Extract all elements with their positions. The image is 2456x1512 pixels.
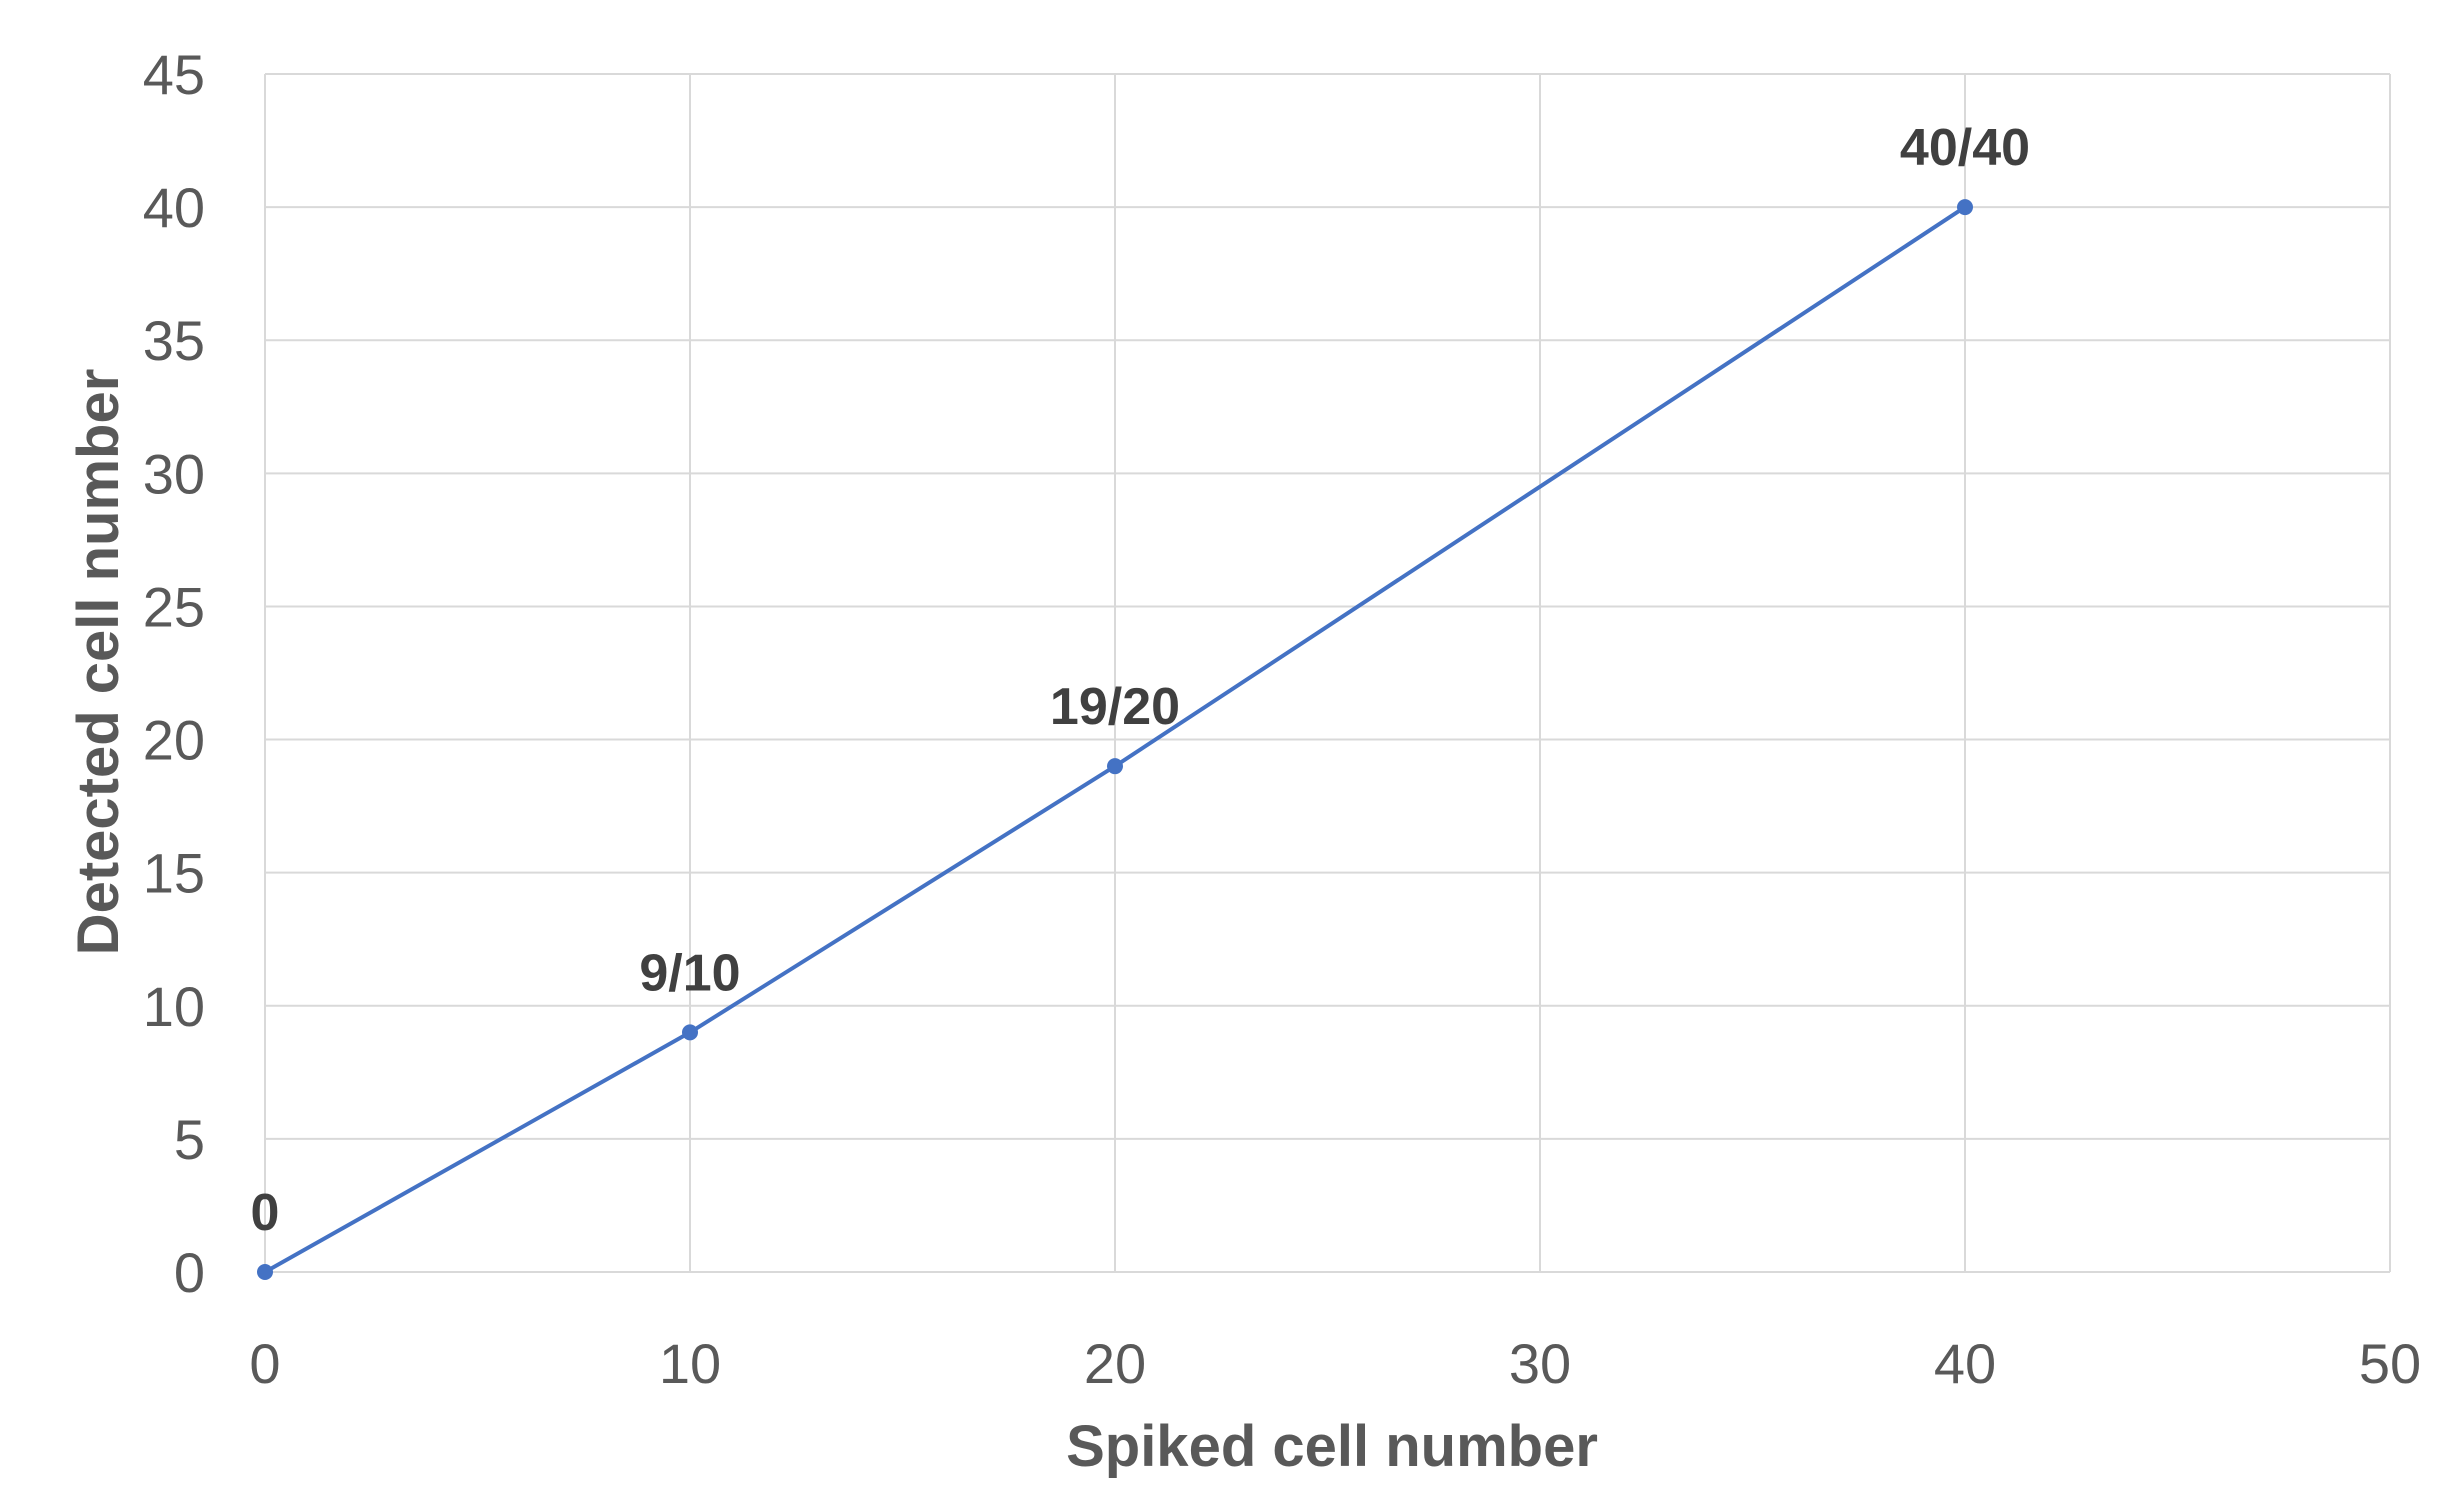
y-tick-label: 20 — [143, 709, 205, 772]
y-tick-label: 45 — [143, 43, 205, 106]
y-tick-label: 30 — [143, 442, 205, 505]
y-axis-ticks: 0 5 10 15 20 25 30 35 40 45 — [143, 43, 205, 1304]
y-tick-label: 25 — [143, 575, 205, 638]
y-axis-title: Detected cell number — [66, 369, 131, 956]
data-labels: 0 9/10 19/20 40/40 — [251, 119, 2031, 1242]
data-label: 9/10 — [639, 944, 740, 1002]
x-tick-label: 50 — [2359, 1332, 2421, 1395]
y-tick-label: 5 — [174, 1108, 205, 1171]
series-line — [264, 205, 1967, 1274]
chart-series — [257, 199, 1973, 1280]
data-label: 0 — [251, 1184, 280, 1242]
data-point — [1957, 199, 1973, 216]
x-tick-label: 20 — [1084, 1332, 1146, 1395]
x-axis-ticks: 0 10 20 30 40 50 — [249, 1332, 2421, 1395]
data-point — [257, 1264, 273, 1280]
y-tick-label: 40 — [143, 176, 205, 239]
data-point — [1107, 758, 1123, 775]
x-tick-label: 30 — [1509, 1332, 1571, 1395]
x-tick-label: 0 — [249, 1332, 280, 1395]
data-label: 40/40 — [1900, 119, 2030, 177]
x-tick-label: 40 — [1934, 1332, 1996, 1395]
data-point — [682, 1024, 698, 1041]
x-tick-label: 10 — [659, 1332, 721, 1395]
y-tick-label: 10 — [143, 975, 205, 1038]
y-tick-label: 35 — [143, 309, 205, 372]
y-tick-label: 15 — [143, 842, 205, 905]
chart-grid — [264, 73, 2391, 1273]
y-tick-label: 0 — [174, 1241, 205, 1304]
x-axis-title: Spiked cell number — [1066, 1414, 1598, 1479]
data-label: 19/20 — [1050, 678, 1180, 736]
